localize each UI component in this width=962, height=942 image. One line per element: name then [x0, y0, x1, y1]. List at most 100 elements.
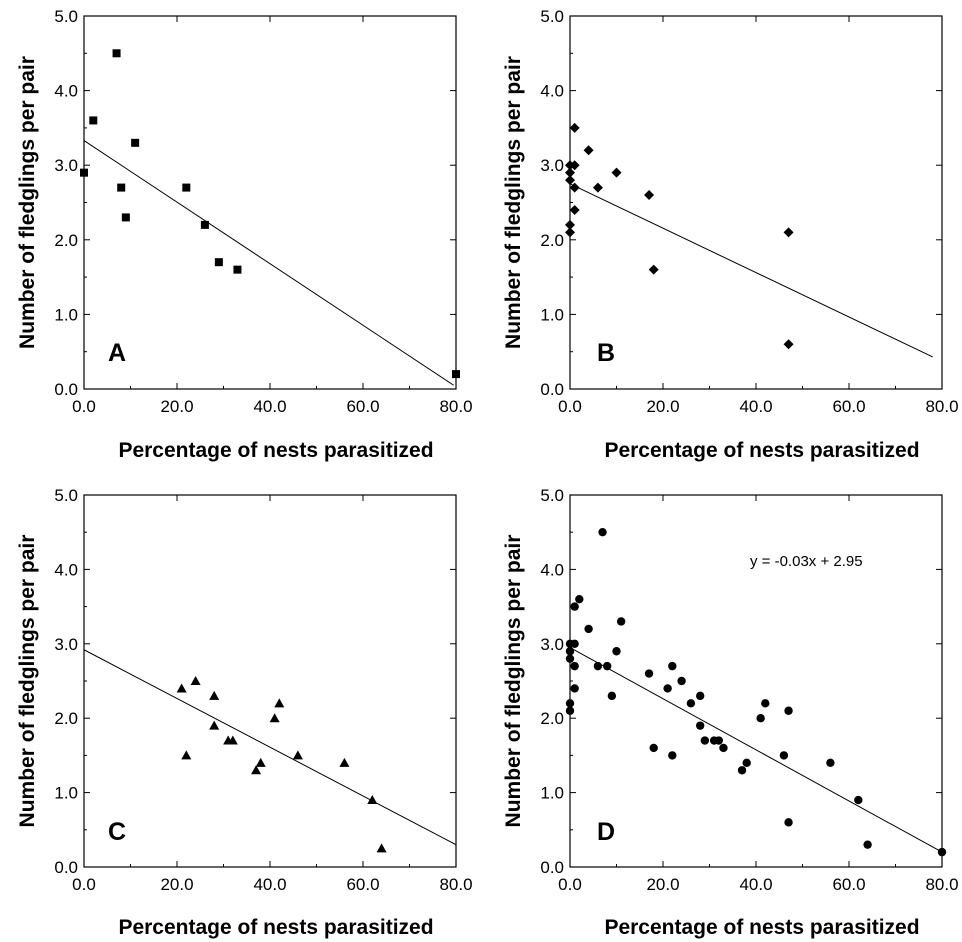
y-tick-label: 0.0	[54, 380, 78, 399]
data-point	[854, 795, 863, 805]
x-tick-label: 40.0	[739, 397, 772, 416]
y-tick-label: 1.0	[540, 305, 564, 324]
data-point	[565, 706, 575, 715]
data-point	[565, 654, 575, 663]
panel-letter: D	[597, 818, 615, 846]
plot-frame	[569, 15, 943, 390]
y-tick-label: 2.0	[540, 709, 564, 728]
data-point	[719, 743, 728, 753]
y-tick-label: 2.0	[54, 709, 78, 728]
x-tick-label: 0.0	[72, 875, 96, 894]
regression-line	[569, 183, 933, 358]
x-tick-label: 20.0	[160, 397, 193, 416]
data-point	[616, 617, 626, 626]
data-point	[227, 735, 238, 745]
data-point	[569, 204, 580, 215]
x-tick-label: 80.0	[925, 875, 958, 894]
y-tick-label: 3.0	[54, 635, 78, 654]
panel-letter: A	[108, 339, 126, 367]
data-point	[209, 690, 220, 700]
data-point	[80, 168, 88, 177]
x-tick-label: 20.0	[646, 397, 679, 416]
data-point	[779, 751, 789, 760]
data-point	[339, 757, 350, 767]
data-point	[209, 720, 220, 730]
y-tick-label: 5.0	[540, 7, 564, 26]
data-point	[190, 676, 201, 685]
data-point	[937, 847, 947, 857]
x-tick-label: 0.0	[558, 875, 582, 894]
data-point	[644, 190, 655, 201]
data-point	[292, 750, 303, 760]
plot-frame	[83, 15, 457, 390]
data-point	[131, 138, 140, 147]
data-point	[737, 766, 747, 775]
data-point	[233, 265, 242, 274]
plot-frame	[569, 494, 943, 868]
data-point	[251, 765, 262, 775]
panel-b: 0.0 20.0 40.0 60.0 80.0 0.0 1.0 2.0 3.0 4.0 5.0 Per…	[502, 7, 959, 462]
data-point	[686, 699, 696, 708]
data-point	[612, 647, 621, 656]
panel-c: 0.0 20.0 40.0 60.0 80.0 0.0 1.0 2.0 3.0 4.0 5.0 Per…	[16, 486, 473, 939]
y-tick-label: 4.0	[54, 560, 78, 579]
data-point	[644, 669, 654, 678]
y-tick-label: 4.0	[540, 82, 564, 101]
data-point	[214, 258, 223, 267]
y-tick-label: 3.0	[540, 635, 564, 654]
data-point	[584, 624, 593, 634]
y-tick-label: 5.0	[540, 486, 564, 505]
data-point	[783, 339, 794, 350]
data-point	[826, 758, 835, 768]
x-tick-label: 20.0	[646, 875, 679, 894]
x-tick-label: 60.0	[832, 875, 865, 894]
data-point	[598, 528, 607, 537]
y-tick-label: 2.0	[54, 231, 78, 250]
data-point	[649, 743, 658, 753]
y-tick-label: 5.0	[54, 486, 78, 505]
x-tick-label: 80.0	[439, 875, 472, 894]
data-point	[565, 699, 575, 708]
x-axis-title: Percentage of nests parasitized	[118, 916, 433, 939]
data-point	[269, 713, 280, 723]
data-point	[784, 818, 793, 827]
y-tick-label: 2.0	[540, 231, 564, 250]
data-point	[696, 691, 705, 701]
data-point	[112, 49, 121, 58]
data-point	[569, 122, 580, 133]
data-point	[668, 751, 677, 760]
regression-line	[83, 649, 457, 846]
y-tick-label: 3.0	[54, 156, 78, 175]
y-tick-label: 1.0	[54, 784, 78, 803]
y-tick-label: 0.0	[540, 380, 564, 399]
y-tick-label: 0.0	[540, 858, 564, 877]
data-point	[593, 661, 603, 671]
data-point	[611, 167, 622, 178]
data-point	[181, 750, 192, 760]
data-point	[570, 684, 579, 693]
data-point	[648, 264, 659, 275]
y-tick-label: 1.0	[540, 784, 564, 803]
y-tick-label: 0.0	[54, 858, 78, 877]
data-point	[714, 736, 723, 745]
x-tick-label: 40.0	[739, 875, 772, 894]
x-axis-title: Percentage of nests parasitized	[604, 439, 919, 462]
data-point	[89, 116, 98, 125]
panel-letter: C	[108, 818, 126, 846]
x-axis-title: Percentage of nests parasitized	[118, 439, 433, 462]
data-point	[677, 676, 686, 686]
data-point	[592, 182, 603, 193]
data-point	[452, 370, 460, 379]
data-point	[784, 706, 793, 715]
x-tick-label: 40.0	[253, 397, 286, 416]
data-point	[700, 736, 710, 745]
data-point	[603, 661, 612, 671]
data-point	[570, 639, 579, 648]
y-tick-label: 3.0	[540, 156, 564, 175]
regression-line	[569, 647, 943, 853]
x-tick-label: 0.0	[72, 397, 96, 416]
data-point	[583, 145, 594, 156]
regression-equation: y = -0.03x + 2.95	[750, 553, 863, 570]
data-point	[274, 698, 285, 708]
